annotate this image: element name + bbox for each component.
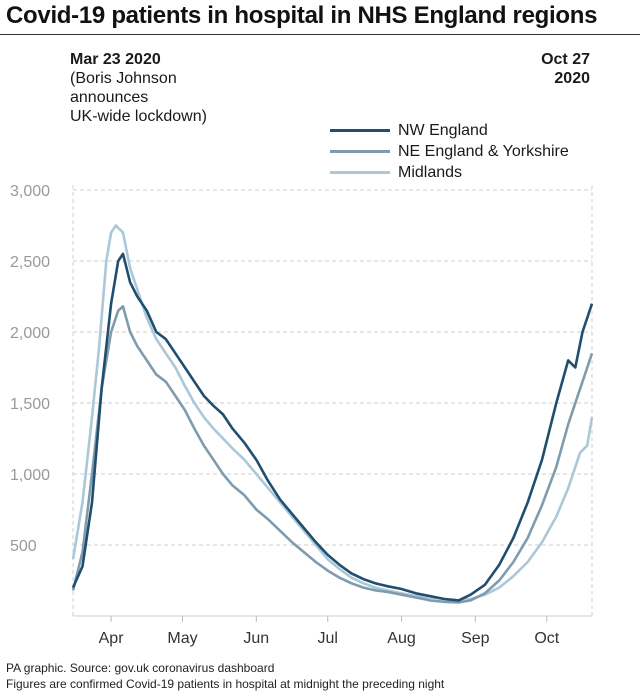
start-annotation: Mar 23 2020 (Boris Johnson announces UK-…	[70, 50, 207, 126]
end-date-label: Oct 27 2020	[541, 51, 590, 87]
legend-item-ne: NE England & Yorkshire	[330, 141, 569, 162]
series-lines	[71, 224, 594, 604]
y-tick-label: 2,000	[10, 325, 50, 342]
y-tick-label: 1,000	[10, 467, 50, 484]
legend: NW England NE England & Yorkshire Midlan…	[330, 120, 569, 183]
title-divider	[0, 34, 640, 35]
y-tick-label: 3,000	[10, 183, 50, 200]
legend-swatch-nw	[330, 129, 390, 132]
start-note-label: (Boris Johnson announces UK-wide lockdow…	[70, 70, 207, 125]
legend-swatch-midlands	[330, 171, 390, 174]
start-date-label: Mar 23 2020	[70, 51, 161, 68]
legend-label-midlands: Midlands	[398, 163, 463, 181]
x-tick-label: Aug	[387, 630, 415, 647]
series-line-ne-england-yorkshire	[71, 305, 594, 604]
footer: PA graphic. Source: gov.uk coronavirus d…	[6, 660, 444, 692]
y-tick-label: 2,500	[10, 254, 50, 271]
x-tick-label: Apr	[99, 630, 125, 647]
y-tick-label: 500	[10, 538, 37, 555]
legend-item-midlands: Midlands	[330, 162, 569, 183]
x-tick-label: Sep	[461, 630, 490, 647]
x-tick-label: Jun	[243, 630, 269, 647]
legend-item-nw: NW England	[330, 120, 569, 141]
x-axis-ticks: Apr May Jun Jul Aug Sep Oct	[99, 616, 560, 647]
legend-label-nw: NW England	[398, 121, 488, 139]
x-tick-label: Oct	[534, 630, 559, 647]
source-note: PA graphic. Source: gov.uk coronavirus d…	[6, 661, 275, 675]
definition-note: Figures are confirmed Covid-19 patients …	[6, 677, 445, 691]
grid-lines	[72, 185, 593, 617]
series-line-midlands	[71, 224, 594, 602]
y-tick-label: 1,500	[10, 396, 50, 413]
series-line-nw-england	[71, 252, 594, 602]
chart-title: Covid-19 patients in hospital in NHS Eng…	[6, 2, 598, 29]
x-tick-label: May	[167, 630, 197, 647]
legend-swatch-ne	[330, 150, 390, 153]
x-tick-label: Jul	[318, 630, 338, 647]
y-axis-ticks: 500 1,000 1,500 2,000 2,500 3,000	[10, 183, 50, 555]
legend-label-ne: NE England & Yorkshire	[398, 142, 569, 160]
